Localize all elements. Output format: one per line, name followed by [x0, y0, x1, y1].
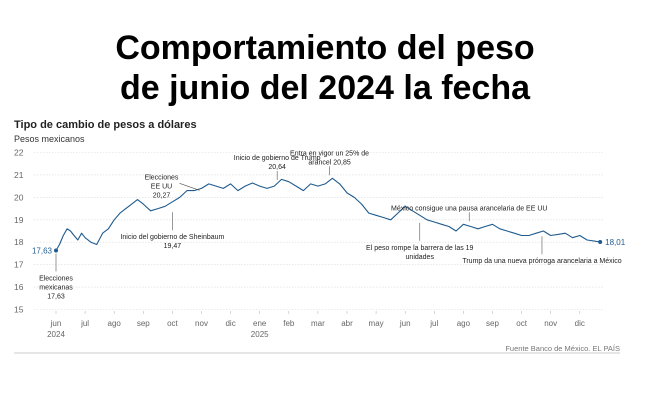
annotation-text: México consigue una pausa arancelaria de… [391, 205, 547, 212]
x-tick-label: ago [108, 319, 122, 328]
x-tick-label: sep [137, 319, 150, 328]
grid-lines [34, 152, 604, 310]
annotation-text: unidades [406, 254, 435, 261]
start-point [54, 248, 58, 253]
x-tick-label: jun [399, 319, 411, 328]
y-tick-label: 19 [14, 215, 24, 225]
annotation-text: arancel 20,85 [308, 159, 351, 166]
annotations: Elecciones mexicanas 17,63 Elecciones EE UU 2… [39, 150, 622, 300]
annotation-text: Elecciones [145, 174, 179, 181]
y-axis-label: Pesos mexicanos [14, 134, 85, 144]
annotation-leader [179, 183, 200, 191]
y-tick-labels: 15 16 17 18 19 20 21 22 [14, 148, 24, 315]
series-line: 17,63 18,01 [32, 177, 626, 256]
headline-line-1: Comportamiento del peso [115, 29, 535, 67]
x-tick-label: nov [195, 319, 208, 328]
year-label: 2025 [251, 330, 269, 339]
annotation-text: 20,64 [268, 164, 286, 171]
x-tick-label: may [369, 319, 384, 328]
annotation-text: 17,63 [47, 294, 65, 301]
y-tick-label: 15 [14, 305, 24, 315]
chart-title: Tipo de cambio de pesos a dólares [14, 119, 197, 131]
y-tick-label: 18 [14, 237, 24, 247]
annotation-text: Inicio del gobierno de Sheinbaum [120, 234, 224, 241]
x-tick-label: dic [575, 319, 585, 328]
x-tick-labels: jun jul ago sep oct nov dic ene feb mar abr may jun j… [47, 311, 585, 339]
x-tick-label: jul [429, 319, 438, 328]
y-tick-label: 20 [14, 192, 24, 202]
annotation-text: 19,47 [164, 243, 182, 250]
x-tick-label: dic [225, 319, 235, 328]
annotation-text: EE UU [151, 183, 172, 190]
x-tick-label: feb [283, 319, 295, 328]
x-tick-label: ene [253, 319, 267, 328]
start-value-label: 17,63 [32, 247, 53, 256]
x-tick-label: abr [341, 319, 353, 328]
x-tick-label: ago [457, 319, 471, 328]
x-tick-label: nov [544, 319, 557, 328]
y-tick-label: 21 [14, 170, 24, 180]
year-label: 2024 [47, 330, 65, 339]
annotation-text: Trump da una nueva prórroga arancelaria … [462, 258, 621, 265]
annotation-text: Inicio de gobierno de Trump [234, 155, 321, 162]
annotation-text: Elecciones [39, 276, 73, 283]
y-tick-label: 22 [14, 148, 24, 158]
annotation-text: El peso rompe la barrera de las 19 [366, 245, 473, 252]
series-line-path [55, 177, 601, 251]
source-note: Fuente Banco de México. EL PAÍS [505, 344, 620, 353]
annotation-text: mexicanas [39, 285, 73, 292]
annotation-text: 20,27 [153, 192, 171, 199]
headline-line-2: de junio del 2024 la fecha [119, 69, 531, 107]
end-value-label: 18,01 [605, 238, 626, 247]
x-tick-label: jun [50, 319, 62, 328]
x-tick-label: sep [486, 319, 499, 328]
y-tick-label: 17 [14, 260, 24, 270]
y-tick-label: 16 [14, 282, 24, 292]
x-tick-label: jul [80, 319, 89, 328]
x-tick-label: oct [516, 319, 527, 328]
annotation-text: Entra en vigor un 25% de [290, 150, 369, 157]
end-point [598, 239, 603, 244]
x-tick-label: mar [311, 319, 325, 328]
x-tick-label: oct [167, 319, 178, 328]
